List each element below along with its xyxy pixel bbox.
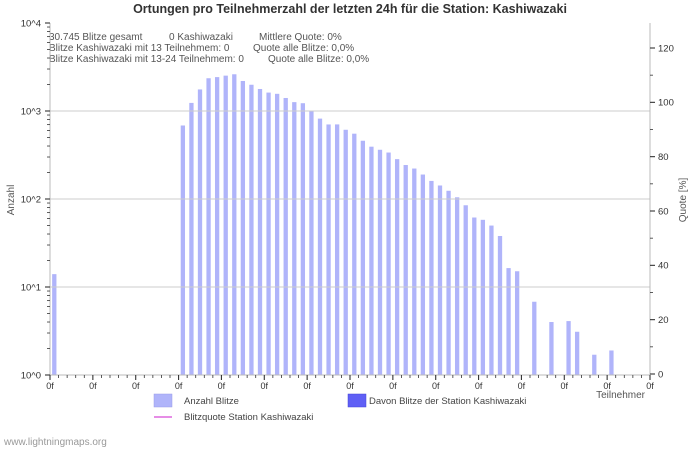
svg-text:0f: 0f — [303, 381, 311, 391]
svg-text:0f: 0f — [175, 381, 183, 391]
svg-text:0f: 0f — [346, 381, 354, 391]
svg-text:0f: 0f — [432, 381, 440, 391]
svg-text:Blitze Kashiwazaki mit 13 Teil: Blitze Kashiwazaki mit 13 Teilnehmem: 0 — [49, 43, 230, 54]
svg-text:60: 60 — [658, 206, 669, 217]
svg-text:0 Kashiwazaki: 0 Kashiwazaki — [169, 32, 233, 43]
svg-text:30.745 Blitze gesamt: 30.745 Blitze gesamt — [49, 32, 143, 43]
svg-text:10^4: 10^4 — [21, 18, 41, 29]
svg-text:Ortungen pro Teilnehmerzahl de: Ortungen pro Teilnehmerzahl der letzten … — [133, 2, 567, 16]
svg-text:www.lightningmaps.org: www.lightningmaps.org — [3, 437, 107, 448]
svg-text:100: 100 — [658, 98, 674, 109]
svg-text:0f: 0f — [518, 381, 526, 391]
svg-text:Teilnehmer: Teilnehmer — [596, 390, 646, 401]
svg-text:0f: 0f — [89, 381, 97, 391]
svg-text:Blitzquote Station Kashiwazaki: Blitzquote Station Kashiwazaki — [184, 412, 313, 423]
svg-text:80: 80 — [658, 152, 669, 163]
svg-text:Blitze Kashiwazaki mit 13-24 T: Blitze Kashiwazaki mit 13-24 Teilnehmem:… — [49, 54, 244, 65]
svg-text:0f: 0f — [218, 381, 226, 391]
svg-text:Anzahl Blitze: Anzahl Blitze — [184, 396, 239, 407]
svg-text:0f: 0f — [389, 381, 397, 391]
svg-text:10^1: 10^1 — [21, 282, 41, 293]
svg-text:0f: 0f — [261, 381, 269, 391]
svg-text:Anzahl: Anzahl — [6, 185, 17, 216]
svg-text:0f: 0f — [132, 381, 140, 391]
svg-text:10^2: 10^2 — [21, 194, 41, 205]
svg-text:40: 40 — [658, 261, 669, 272]
svg-text:Quote alle Blitze: 0,0%: Quote alle Blitze: 0,0% — [268, 54, 369, 65]
svg-text:0: 0 — [658, 369, 663, 380]
svg-text:Mittlere Quote: 0%: Mittlere Quote: 0% — [259, 32, 342, 43]
svg-text:10^3: 10^3 — [21, 106, 41, 117]
svg-text:Davon Blitze der Station Kashi: Davon Blitze der Station Kashiwazaki — [369, 396, 526, 407]
svg-text:120: 120 — [658, 43, 674, 54]
svg-text:0f: 0f — [561, 381, 569, 391]
svg-text:Quote alle Blitze: 0,0%: Quote alle Blitze: 0,0% — [253, 43, 354, 54]
svg-text:10^0: 10^0 — [21, 370, 41, 381]
svg-text:0f: 0f — [475, 381, 483, 391]
svg-text:0f: 0f — [646, 381, 654, 391]
svg-text:20: 20 — [658, 315, 669, 326]
svg-text:0f: 0f — [46, 381, 54, 391]
svg-text:Quote [%]: Quote [%] — [678, 178, 689, 223]
